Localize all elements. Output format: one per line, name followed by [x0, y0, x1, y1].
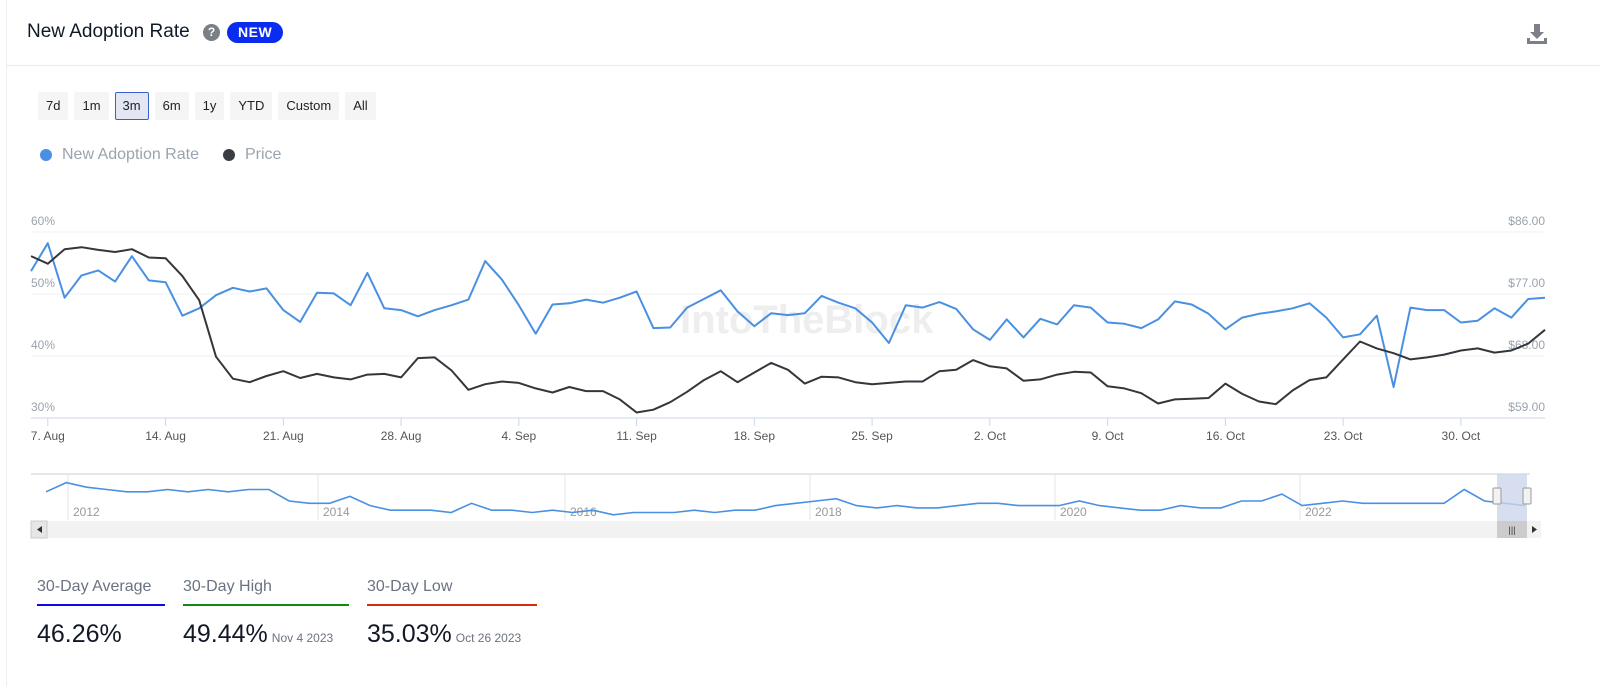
y-right-tick-label: $59.00 [1508, 400, 1545, 414]
stat-label: 30-Day Low [367, 578, 537, 606]
x-tick-label: 7. Aug [31, 429, 65, 443]
adoption-rate-line [30, 242, 1546, 388]
stat-value: 35.03% [367, 620, 452, 648]
range-3m-button[interactable]: 3m [114, 92, 149, 120]
arrow-left-icon [37, 526, 42, 533]
y-left-tick-label: 30% [31, 400, 55, 414]
scrollbar-thumb[interactable] [1497, 521, 1527, 538]
legend-dot [40, 149, 52, 161]
stats-row: 30-Day Average 46.26% 30-Day High 49.44%… [37, 578, 537, 649]
y-left-tick-label: 40% [31, 338, 55, 352]
navigator-year-label: 2022 [1305, 505, 1332, 519]
x-tick-label: 23. Oct [1324, 429, 1363, 443]
question-circle-icon[interactable]: ? [203, 24, 220, 41]
stat-date: Nov 4 2023 [271, 631, 334, 645]
range-ytd-button[interactable]: YTD [230, 92, 273, 120]
x-tick-label: 2. Oct [974, 429, 1007, 443]
navigator-year-label: 2020 [1060, 505, 1087, 519]
stat-label: 30-Day High [183, 578, 349, 606]
range-7d-button[interactable]: 7d [38, 92, 69, 120]
stat-value: 49.44% [183, 620, 268, 648]
x-tick-label: 25. Sep [851, 429, 893, 443]
navigator-year-label: 2014 [323, 505, 350, 519]
stat-label: 30-Day Average [37, 578, 165, 606]
x-tick-label: 30. Oct [1442, 429, 1481, 443]
y-left-tick-label: 50% [31, 276, 55, 290]
new-badge: NEW [227, 22, 284, 43]
x-tick-label: 9. Oct [1092, 429, 1125, 443]
navigator-year-label: 2012 [73, 505, 100, 519]
range-all-button[interactable]: All [345, 92, 376, 120]
card-header: New Adoption Rate ? NEW [7, 0, 1600, 66]
x-tick-label: 14. Aug [145, 429, 186, 443]
navigator-series-line [45, 481, 1526, 516]
legend-label: Price [244, 146, 282, 163]
x-tick-label: 21. Aug [263, 429, 304, 443]
stat-date: Oct 26 2023 [455, 631, 522, 645]
chart-card: New Adoption Rate ? NEW 7d 1m 3m 6m 1y Y… [6, 0, 1600, 686]
stat-low: 30-Day Low 35.03% Oct 26 2023 [367, 578, 537, 649]
y-right-tick-label: $77.00 [1508, 276, 1545, 290]
watermark: IntoTheBlock [680, 298, 934, 342]
navigator-year-label: 2018 [815, 505, 842, 519]
range-custom-button[interactable]: Custom [278, 92, 340, 120]
chart-title: New Adoption Rate [27, 21, 190, 42]
x-tick-label: 11. Sep [616, 429, 657, 443]
price-line [30, 246, 1546, 414]
download-icon[interactable] [1526, 22, 1548, 46]
stat-average: 30-Day Average 46.26% [37, 578, 165, 649]
legend-item-adoption[interactable]: New Adoption Rate [40, 146, 199, 164]
navigator-handle[interactable] [1492, 487, 1502, 505]
range-selector: 7d 1m 3m 6m 1y YTD Custom All [38, 92, 376, 120]
x-tick-label: 28. Aug [381, 429, 422, 443]
navigator-handle[interactable] [1522, 487, 1532, 505]
x-tick-label: 18. Sep [734, 429, 776, 443]
scrollbar-grip-icon: ||| [1508, 525, 1515, 535]
scrollbar-track[interactable] [31, 521, 1541, 538]
range-1y-button[interactable]: 1y [194, 92, 225, 120]
legend-item-price[interactable]: Price [222, 146, 282, 164]
y-right-tick-label: $86.00 [1508, 214, 1545, 228]
x-tick-label: 16. Oct [1206, 429, 1245, 443]
stat-high: 30-Day High 49.44% Nov 4 2023 [183, 578, 349, 649]
arrow-right-icon [1532, 526, 1537, 533]
y-left-tick-label: 60% [31, 214, 55, 228]
range-6m-button[interactable]: 6m [154, 92, 189, 120]
legend: New Adoption Rate Price [40, 146, 281, 164]
legend-label: New Adoption Rate [62, 146, 199, 163]
range-1m-button[interactable]: 1m [74, 92, 109, 120]
legend-dot [222, 149, 235, 161]
stat-value: 46.26% [37, 620, 122, 648]
x-tick-label: 4. Sep [501, 429, 536, 443]
